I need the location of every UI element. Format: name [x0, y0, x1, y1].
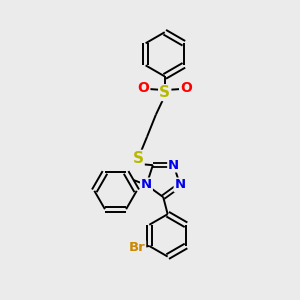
Text: N: N	[175, 178, 186, 191]
Text: S: S	[159, 85, 170, 100]
Text: N: N	[168, 159, 179, 172]
Text: N: N	[141, 178, 152, 191]
Text: Br: Br	[129, 241, 145, 254]
Text: O: O	[138, 81, 149, 94]
Text: O: O	[180, 81, 192, 94]
Text: S: S	[133, 151, 144, 166]
